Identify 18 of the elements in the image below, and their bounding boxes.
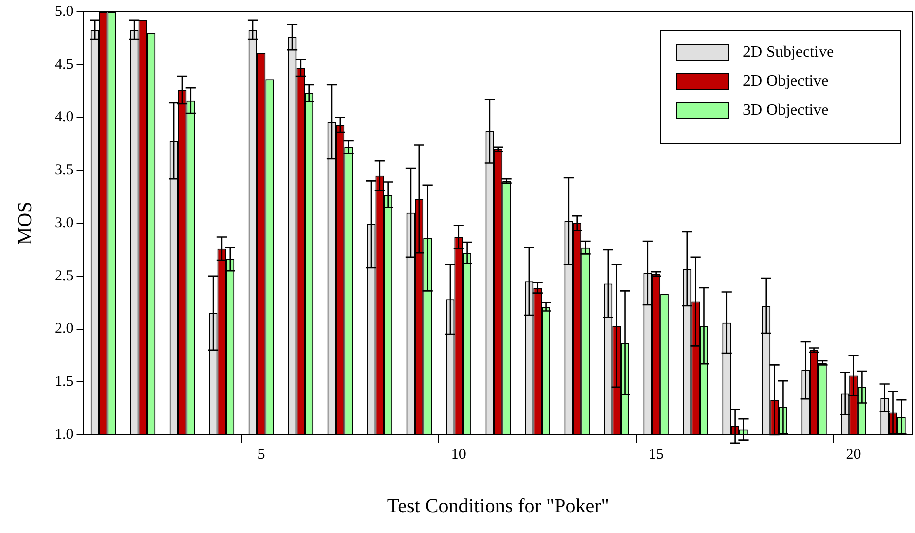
x-tick-label: 10	[451, 446, 466, 463]
y-tick-label: 5.0	[55, 4, 74, 20]
x-tick-label: 5	[258, 446, 266, 463]
x-tick-label: 15	[648, 446, 664, 463]
y-tick-label: 2.0	[55, 321, 74, 338]
y-tick-label: 1.5	[55, 374, 74, 390]
y-tick-label: 4.5	[55, 56, 74, 73]
x-axis-title: Test Conditions for "Poker"	[387, 495, 610, 518]
y-tick-label: 3.5	[55, 162, 74, 179]
y-tick-label: 2.5	[55, 268, 74, 284]
y-axis-title: MOS	[14, 202, 36, 246]
y-tick-label: 1.0	[55, 426, 74, 443]
legend-label: 3D Objective	[743, 102, 829, 120]
x-tick-label: 20	[846, 446, 862, 463]
legend-label: 2D Objective	[743, 73, 829, 90]
y-tick-label: 4.0	[55, 110, 74, 126]
legend-label: 2D Subjective	[743, 44, 834, 62]
y-tick-label: 3.0	[55, 215, 74, 232]
